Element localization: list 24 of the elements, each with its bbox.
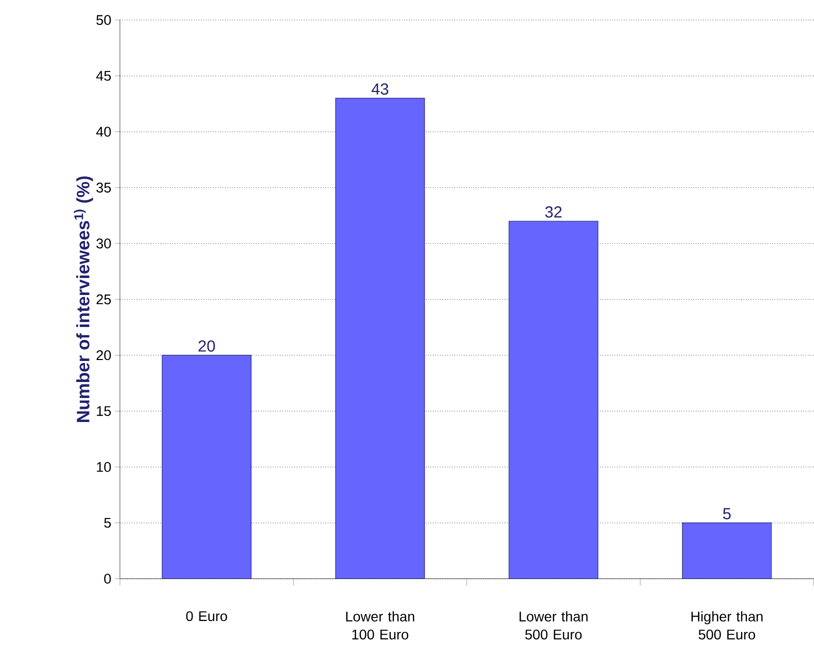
bar [682, 522, 772, 580]
x-tick-label: Lower than 500 Euro [520, 611, 588, 640]
data-label: 5 [723, 508, 731, 520]
x-tick-label: Higher than 500 Euro [691, 611, 763, 640]
data-label: 20 [198, 340, 215, 352]
y-tick-label: 40 [96, 126, 111, 137]
x-tick-label: Lower than 100 Euro [346, 611, 414, 640]
y-tick-label: 30 [96, 238, 111, 249]
bar [508, 220, 598, 580]
y-tick-label: 20 [96, 350, 111, 360]
data-label: 43 [372, 84, 388, 95]
bar [335, 98, 425, 580]
bar [162, 355, 252, 580]
y-tick-label: 5 [104, 518, 111, 528]
y-axis-title: Number of interviewees$^{1)}$ (%) [74, 176, 94, 422]
y-tick-label: 15 [96, 406, 111, 416]
x-tick-label: 0 Euro [186, 611, 228, 622]
y-tick-label: 10 [96, 462, 111, 472]
y-tick-label: 45 [96, 71, 111, 81]
y-tick-label: 50 [96, 15, 111, 26]
y-tick-label: 35 [96, 182, 111, 193]
data-label: 32 [545, 206, 562, 218]
y-tick-label: 0 [104, 574, 111, 584]
y-tick-label: 25 [96, 294, 111, 304]
